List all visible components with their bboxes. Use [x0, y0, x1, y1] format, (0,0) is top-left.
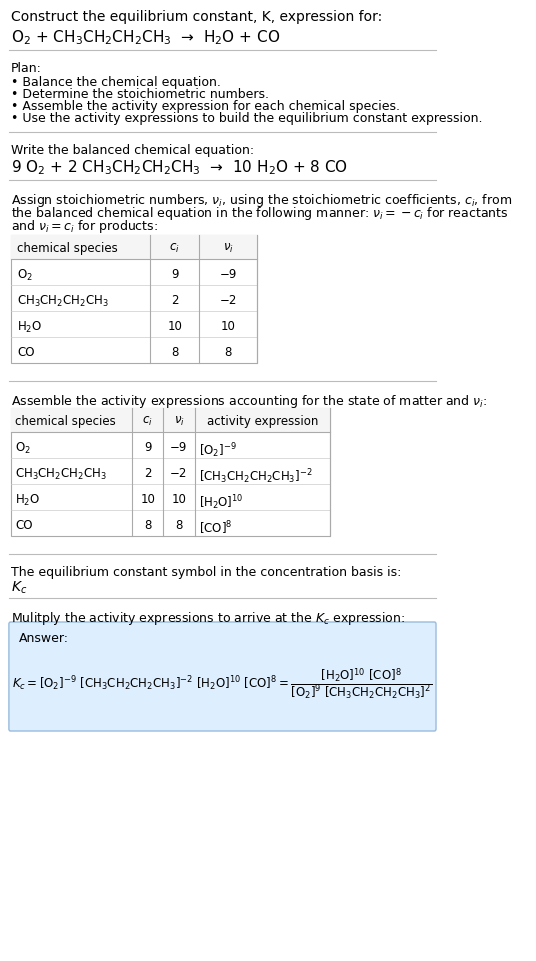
Text: The equilibrium constant symbol in the concentration basis is:: The equilibrium constant symbol in the c…: [11, 566, 401, 579]
Text: Assign stoichiometric numbers, $\nu_i$, using the stoichiometric coefficients, $: Assign stoichiometric numbers, $\nu_i$, …: [11, 192, 511, 209]
Text: the balanced chemical equation in the following manner: $\nu_i = -c_i$ for react: the balanced chemical equation in the fo…: [11, 205, 508, 222]
Text: Assemble the activity expressions accounting for the state of matter and $\nu_i$: Assemble the activity expressions accoun…: [11, 393, 487, 410]
Text: CH$_3$CH$_2$CH$_2$CH$_3$: CH$_3$CH$_2$CH$_2$CH$_3$: [17, 294, 109, 309]
Text: O$_2$: O$_2$: [17, 268, 33, 283]
Text: $K_c = [\mathrm{O_2}]^{-9}\ [\mathrm{CH_3CH_2CH_2CH_3}]^{-2}\ [\mathrm{H_2O}]^{1: $K_c = [\mathrm{O_2}]^{-9}\ [\mathrm{CH_…: [12, 666, 433, 702]
Text: −2: −2: [170, 467, 188, 480]
Text: chemical species: chemical species: [17, 242, 118, 255]
Text: H$_2$O: H$_2$O: [17, 320, 42, 335]
Text: [CH$_3$CH$_2$CH$_2$CH$_3$]$^{-2}$: [CH$_3$CH$_2$CH$_2$CH$_3$]$^{-2}$: [199, 467, 313, 485]
Text: 2: 2: [144, 467, 152, 480]
Text: 8: 8: [225, 346, 232, 359]
Bar: [11, 408, 330, 432]
Text: 2: 2: [171, 294, 178, 307]
Text: • Use the activity expressions to build the equilibrium constant expression.: • Use the activity expressions to build …: [11, 112, 482, 125]
Text: Write the balanced chemical equation:: Write the balanced chemical equation:: [11, 144, 254, 157]
Text: [H$_2$O]$^{10}$: [H$_2$O]$^{10}$: [199, 493, 244, 511]
Text: activity expression: activity expression: [206, 415, 318, 428]
Text: and $\nu_i = c_i$ for products:: and $\nu_i = c_i$ for products:: [11, 218, 158, 235]
Bar: [11, 408, 330, 536]
Text: 8: 8: [144, 519, 151, 532]
Text: −9: −9: [220, 268, 237, 281]
Bar: [11, 235, 257, 363]
Text: • Determine the stoichiometric numbers.: • Determine the stoichiometric numbers.: [11, 88, 269, 101]
Text: 8: 8: [171, 346, 178, 359]
Text: Mulitply the activity expressions to arrive at the $K_c$ expression:: Mulitply the activity expressions to arr…: [11, 610, 405, 627]
Text: $c_i$: $c_i$: [169, 242, 180, 255]
Text: $K_c$: $K_c$: [11, 580, 27, 597]
Text: • Balance the chemical equation.: • Balance the chemical equation.: [11, 76, 220, 89]
Text: 9 O$_2$ + 2 CH$_3$CH$_2$CH$_2$CH$_3$  →  10 H$_2$O + 8 CO: 9 O$_2$ + 2 CH$_3$CH$_2$CH$_2$CH$_3$ → 1…: [11, 158, 348, 177]
Text: CO: CO: [17, 346, 35, 359]
Text: −2: −2: [220, 294, 237, 307]
Text: • Assemble the activity expression for each chemical species.: • Assemble the activity expression for e…: [11, 100, 399, 113]
Text: H$_2$O: H$_2$O: [16, 493, 41, 508]
Text: 10: 10: [140, 493, 155, 506]
Text: $c_i$: $c_i$: [143, 415, 153, 428]
Text: $\nu_i$: $\nu_i$: [174, 415, 184, 428]
Text: Answer:: Answer:: [19, 632, 69, 645]
Text: CO: CO: [16, 519, 33, 532]
Text: O$_2$ + CH$_3$CH$_2$CH$_2$CH$_3$  →  H$_2$O + CO: O$_2$ + CH$_3$CH$_2$CH$_2$CH$_3$ → H$_2$…: [11, 28, 280, 47]
Text: 10: 10: [221, 320, 236, 333]
Text: [O$_2$]$^{-9}$: [O$_2$]$^{-9}$: [199, 441, 237, 459]
Text: Construct the equilibrium constant, K, expression for:: Construct the equilibrium constant, K, e…: [11, 10, 382, 24]
Text: [CO]$^8$: [CO]$^8$: [199, 519, 233, 536]
Text: chemical species: chemical species: [16, 415, 116, 428]
FancyBboxPatch shape: [9, 622, 436, 731]
Text: Plan:: Plan:: [11, 62, 41, 75]
Bar: [11, 235, 257, 259]
Text: CH$_3$CH$_2$CH$_2$CH$_3$: CH$_3$CH$_2$CH$_2$CH$_3$: [16, 467, 107, 482]
Text: 10: 10: [167, 320, 182, 333]
Text: 8: 8: [175, 519, 183, 532]
Text: 9: 9: [171, 268, 178, 281]
Text: $\nu_i$: $\nu_i$: [223, 242, 234, 255]
Text: 10: 10: [172, 493, 187, 506]
Text: −9: −9: [170, 441, 188, 454]
Text: 9: 9: [144, 441, 152, 454]
Text: O$_2$: O$_2$: [16, 441, 31, 456]
